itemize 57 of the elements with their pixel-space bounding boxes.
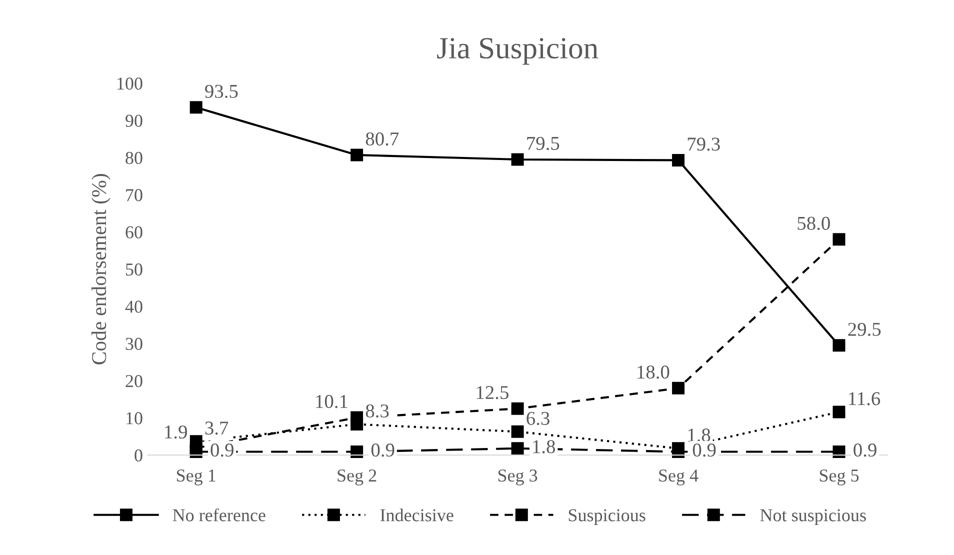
point — [511, 402, 524, 415]
data-label: 0.9 — [210, 444, 234, 457]
point — [832, 233, 846, 246]
point — [350, 446, 364, 458]
x-tick-label: Seg 5 — [820, 470, 859, 486]
y-tick-label: 70 — [126, 189, 142, 202]
point — [190, 101, 202, 114]
point — [511, 425, 524, 438]
y-tick-label: 90 — [126, 114, 142, 127]
y-tick-label: 100 — [118, 78, 142, 90]
data-label: 93.5 — [205, 84, 238, 98]
x-tick-label: Seg 3 — [498, 470, 538, 486]
legend-label: Indecisive — [380, 508, 454, 522]
point — [832, 339, 846, 352]
y-tick-label: 10 — [126, 412, 142, 424]
point — [832, 446, 846, 458]
data-label: 79.5 — [527, 136, 560, 150]
y-tick-label: 30 — [126, 338, 142, 350]
data-label: 11.6 — [849, 392, 880, 406]
data-label: 18.0 — [638, 366, 670, 379]
data-label: 0.9 — [854, 444, 876, 457]
x-tick-label: Seg 4 — [659, 470, 698, 486]
data-label: 80.7 — [366, 132, 399, 146]
data-label: 0.9 — [371, 444, 394, 457]
data-label: 1.9 — [165, 425, 187, 439]
legend-label: No reference — [172, 508, 266, 522]
y-tick-label: 20 — [126, 374, 142, 388]
y-axis-title: Code endorsement (%) — [91, 174, 110, 364]
data-label: 29.5 — [848, 322, 881, 336]
y-tick-label: 40 — [125, 300, 142, 313]
x-tick-label: Seg 1 — [176, 470, 216, 486]
y-tick-label: 80 — [126, 152, 142, 164]
data-label: 1.8 — [533, 440, 555, 454]
data-label: 12.5 — [476, 386, 508, 400]
point — [190, 446, 202, 458]
point — [672, 154, 685, 166]
data-label: 58.0 — [798, 216, 830, 230]
x-tick-label: Seg 2 — [338, 470, 376, 486]
point — [832, 406, 846, 418]
point — [511, 442, 524, 455]
y-tick-label: 50 — [126, 263, 142, 276]
point — [672, 382, 685, 394]
data-label: 3.7 — [205, 422, 228, 435]
point — [511, 153, 524, 166]
legend-label: Not suspicious — [760, 509, 866, 526]
y-tick-label: 60 — [126, 226, 142, 238]
data-label: 0.9 — [692, 444, 716, 457]
chart-title: Jia Suspicion — [437, 38, 598, 65]
point — [672, 446, 685, 458]
legend-label: Suspicious — [568, 509, 646, 526]
data-label: 6.3 — [526, 412, 550, 426]
point — [350, 411, 364, 424]
data-label: 79.3 — [688, 138, 720, 151]
point — [350, 148, 364, 162]
y-tick-label: 0 — [134, 449, 142, 462]
data-label: 8.3 — [366, 404, 389, 418]
data-label: 10.1 — [316, 394, 348, 408]
